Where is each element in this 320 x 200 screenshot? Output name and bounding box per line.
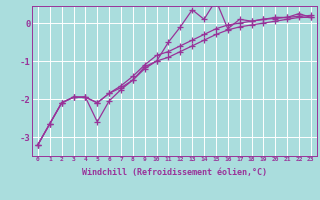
X-axis label: Windchill (Refroidissement éolien,°C): Windchill (Refroidissement éolien,°C) [82, 168, 267, 177]
